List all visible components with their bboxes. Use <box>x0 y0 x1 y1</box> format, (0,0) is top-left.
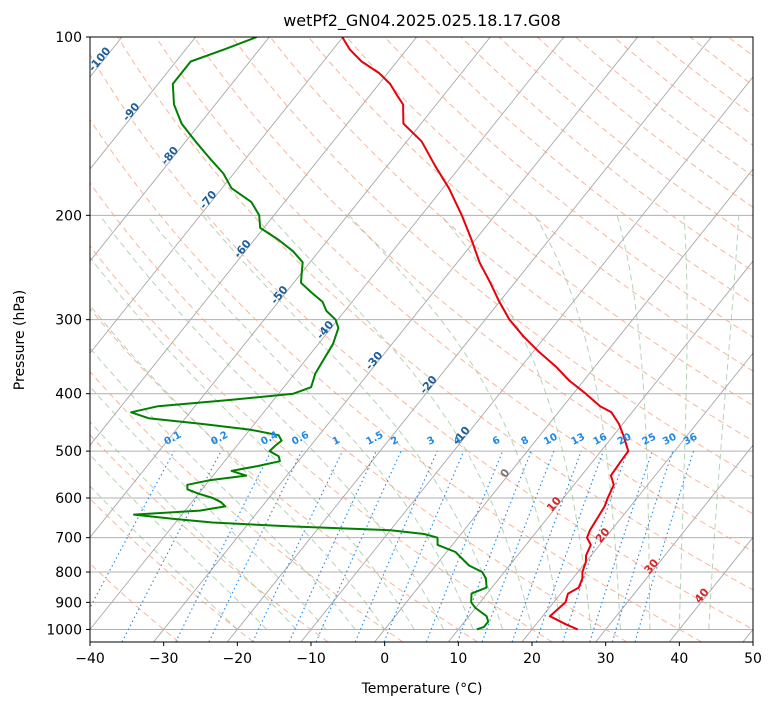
y-tick-label: 200 <box>55 208 82 224</box>
mixing-ratio-label: 2 <box>389 435 400 448</box>
isotherm-line <box>90 37 417 447</box>
moist-adiabat-line <box>440 214 592 630</box>
moist-adiabat-line <box>90 385 327 630</box>
mixing-ratio-line <box>562 450 629 642</box>
dry-adiabat-line <box>90 307 478 642</box>
dry-adiabat-line <box>193 37 753 515</box>
y-tick-label: 700 <box>55 531 82 547</box>
y-tick-label: 1000 <box>46 622 82 638</box>
isotherm-line <box>521 352 753 642</box>
x-tick-label: 50 <box>744 651 762 667</box>
moist-adiabat-line <box>678 215 688 630</box>
moist-adiabat-line <box>202 214 503 630</box>
isotherm-line <box>90 37 565 631</box>
temperature-profile-line <box>341 37 630 631</box>
dry-adiabat-line <box>90 562 180 642</box>
dry-adiabat-line <box>90 53 753 630</box>
dewpoint-profile-line <box>130 37 490 631</box>
mixing-ratio-label: 3 <box>425 435 436 448</box>
x-tick-label: 30 <box>597 651 615 667</box>
y-tick-label: 600 <box>55 491 82 507</box>
mixing-ratio-line <box>611 450 674 642</box>
dry-adiabat-line <box>766 37 775 642</box>
y-tick-label: 800 <box>55 565 82 581</box>
mixing-ratio-label: 4 <box>452 435 463 448</box>
y-tick-label: 300 <box>55 313 82 329</box>
moist-adiabat-line <box>90 454 268 630</box>
moist-adiabat-line <box>90 485 238 630</box>
moist-adiabat-line <box>616 215 651 630</box>
x-tick-label: 40 <box>670 651 688 667</box>
background-lines <box>90 37 775 642</box>
moist-adiabat-line <box>90 421 297 630</box>
dry-adiabat-line <box>308 37 753 407</box>
plot-background <box>90 37 753 642</box>
x-tick-label: 20 <box>523 651 541 667</box>
x-tick-label: 0 <box>380 651 389 667</box>
x-axis: −40 −30 −20 −10 0 10 20 30 40 50 <box>75 642 762 667</box>
y-tick-label: 900 <box>55 595 82 611</box>
x-axis-title: Temperature (°C) <box>361 681 483 697</box>
y-tick-label: 400 <box>55 387 82 403</box>
x-tick-label: 10 <box>449 651 467 667</box>
y-tick-label: 500 <box>55 444 82 460</box>
y-axis: 100 200 300 400 500 600 700 800 900 1000 <box>46 30 90 638</box>
x-tick-label: −40 <box>75 651 105 667</box>
mixing-ratio-label: 8 <box>519 435 530 448</box>
isotherm-line <box>226 37 712 642</box>
mixing-ratio-line <box>589 450 653 642</box>
mixing-ratio-line <box>288 450 377 642</box>
mixing-ratio-line <box>425 450 504 642</box>
mixing-ratio-label: 1 <box>331 435 342 448</box>
x-tick-label: −20 <box>223 651 253 667</box>
dry-adiabat-line <box>90 370 404 642</box>
x-tick-label: −30 <box>149 651 179 667</box>
chart-title: wetPf2_GN04.2025.025.18.17.G08 <box>283 11 561 31</box>
isotherm-line <box>668 536 753 642</box>
isotherm-line <box>90 37 196 170</box>
isotherm-line <box>447 260 753 642</box>
isotherm-line <box>90 37 344 354</box>
isotherm-line <box>153 37 638 642</box>
mixing-ratio-line <box>634 450 695 642</box>
mixing-ratio-line <box>252 450 343 642</box>
isotherm-line <box>90 37 270 262</box>
mixing-ratio-line <box>90 450 175 609</box>
y-axis-title: Pressure (hPa) <box>12 290 28 390</box>
moist-adiabat-line <box>348 214 562 630</box>
mixing-ratio-line <box>456 450 532 642</box>
x-tick-label: −10 <box>296 651 326 667</box>
moist-adiabat-line <box>99 215 445 630</box>
mixing-ratio-label: 6 <box>491 435 502 448</box>
data-lines <box>130 37 630 631</box>
plot-frame <box>89 36 754 643</box>
dry-adiabat-line <box>90 245 553 642</box>
isotherm-line <box>595 444 753 642</box>
moist-adiabat-line <box>708 215 740 630</box>
moist-adiabat-line <box>90 304 386 630</box>
mixing-ratio-line <box>208 450 303 642</box>
dry-adiabat-line <box>384 37 753 338</box>
isotherm-line <box>374 168 753 642</box>
y-tick-label: 100 <box>55 30 82 46</box>
moist-adiabat-line <box>534 215 621 630</box>
dry-adiabat-line <box>346 37 753 372</box>
dry-adiabat-line <box>155 37 753 553</box>
dry-adiabat-line <box>117 37 753 591</box>
moist-adiabat-line <box>146 214 474 630</box>
moist-adiabat-line <box>90 256 415 630</box>
dry-adiabat-line <box>90 118 702 642</box>
isotherm-line <box>90 37 491 539</box>
